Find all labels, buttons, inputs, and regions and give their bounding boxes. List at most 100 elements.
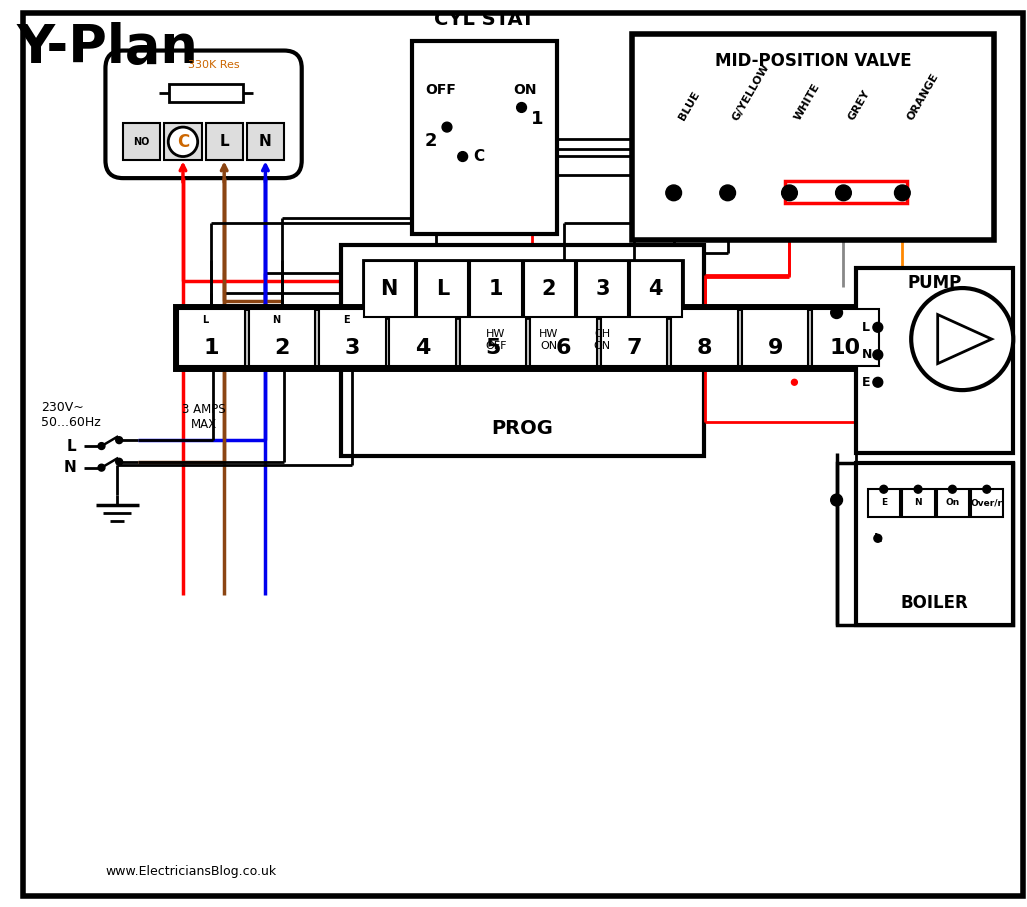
Text: L: L (67, 439, 76, 454)
Text: PUMP: PUMP (908, 274, 962, 292)
Text: 4: 4 (648, 279, 663, 299)
Text: 3: 3 (345, 338, 359, 358)
Circle shape (873, 322, 883, 332)
Text: E: E (343, 316, 349, 326)
Bar (812, 308, 879, 366)
Text: 8: 8 (697, 338, 713, 358)
Text: 1: 1 (531, 111, 543, 128)
Bar (972, 489, 1003, 517)
Bar (246, 123, 284, 161)
Circle shape (831, 494, 842, 506)
Text: HW
ON: HW ON (539, 329, 559, 351)
Circle shape (873, 350, 883, 360)
Bar (123, 123, 160, 161)
Bar (785, 181, 907, 202)
FancyBboxPatch shape (106, 51, 302, 178)
Circle shape (98, 464, 105, 471)
Circle shape (831, 307, 842, 318)
Bar (470, 260, 522, 317)
Bar (319, 308, 385, 366)
Circle shape (98, 443, 105, 450)
Text: PROG: PROG (492, 419, 554, 438)
Bar (633, 34, 994, 240)
Text: L: L (435, 279, 449, 299)
Text: L: L (874, 532, 882, 545)
Bar (412, 41, 557, 234)
Text: E: E (862, 375, 871, 389)
Text: 230V~
50...60Hz: 230V~ 50...60Hz (41, 401, 101, 429)
Text: Over/r: Over/r (971, 499, 1002, 508)
Bar (389, 308, 456, 366)
Text: ORANGE: ORANGE (906, 72, 940, 122)
Bar (857, 268, 1014, 453)
Text: N: N (380, 279, 397, 299)
Text: C: C (177, 132, 189, 151)
Bar (164, 123, 201, 161)
Circle shape (895, 185, 910, 200)
Circle shape (442, 122, 452, 132)
Circle shape (873, 377, 883, 387)
Text: 6: 6 (556, 338, 571, 358)
Circle shape (458, 151, 467, 161)
Text: N: N (272, 316, 280, 326)
Text: 3 AMPS
MAX: 3 AMPS MAX (182, 403, 225, 431)
Text: E: E (880, 499, 886, 508)
Bar (857, 463, 1014, 625)
Bar (524, 260, 575, 317)
Text: BLUE: BLUE (677, 90, 701, 122)
Circle shape (720, 185, 735, 200)
Text: OFF: OFF (425, 83, 457, 97)
Bar (417, 260, 468, 317)
Circle shape (983, 485, 991, 493)
Bar (176, 307, 881, 367)
Text: N: N (914, 499, 922, 508)
Text: 1: 1 (203, 338, 219, 358)
Text: L: L (862, 321, 870, 334)
Circle shape (911, 288, 1014, 390)
Text: CYL STAT: CYL STAT (434, 10, 534, 29)
Circle shape (874, 534, 882, 542)
Text: 2: 2 (274, 338, 290, 358)
Bar (631, 260, 682, 317)
Text: GREY: GREY (846, 88, 872, 122)
Bar (363, 259, 683, 318)
Bar (460, 308, 527, 366)
Text: 2: 2 (542, 279, 557, 299)
Bar (903, 489, 935, 517)
Text: 4: 4 (415, 338, 430, 358)
Text: 9: 9 (767, 338, 783, 358)
Text: N: N (862, 348, 873, 361)
Circle shape (665, 185, 682, 200)
Bar (178, 308, 244, 366)
Text: Y-Plan: Y-Plan (16, 22, 198, 73)
Text: CH
ON: CH ON (594, 329, 611, 351)
Text: BOILER: BOILER (901, 594, 968, 612)
Circle shape (168, 127, 197, 157)
Text: www.ElectriciansBlog.co.uk: www.ElectriciansBlog.co.uk (105, 865, 276, 879)
Text: N: N (259, 134, 272, 150)
Text: On: On (945, 499, 959, 508)
Text: 330K Res: 330K Res (188, 60, 239, 70)
Text: G/YELLOW: G/YELLOW (730, 62, 771, 122)
Bar (741, 308, 808, 366)
Bar (341, 245, 705, 456)
Circle shape (116, 437, 122, 444)
Bar (601, 308, 668, 366)
Bar (837, 463, 1014, 625)
Text: HW
OFF: HW OFF (485, 329, 506, 351)
Circle shape (914, 485, 922, 493)
Circle shape (836, 185, 851, 200)
Circle shape (116, 458, 122, 465)
Bar (937, 489, 969, 517)
Text: WHITE: WHITE (793, 82, 822, 122)
Bar (205, 123, 242, 161)
Text: L: L (220, 134, 229, 150)
Bar (364, 260, 415, 317)
Circle shape (880, 485, 887, 493)
Text: MID-POSITION VALVE: MID-POSITION VALVE (715, 53, 911, 71)
Circle shape (792, 379, 797, 385)
Bar (530, 308, 597, 366)
Bar (672, 308, 737, 366)
Text: 1: 1 (489, 279, 503, 299)
Text: ON: ON (514, 83, 537, 97)
